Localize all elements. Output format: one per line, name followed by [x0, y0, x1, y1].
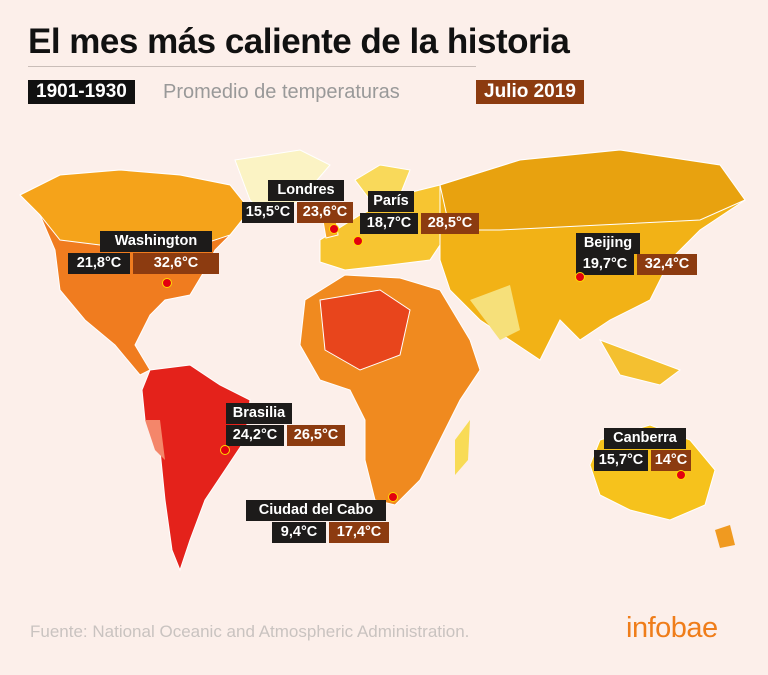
temp-july-2019: 17,4°C	[329, 522, 389, 543]
city-marker	[388, 492, 398, 502]
city-name: París	[368, 191, 414, 212]
title-rule	[28, 66, 476, 67]
temp-1901-1930: 18,7°C	[360, 213, 418, 234]
city-name: Brasilia	[226, 403, 292, 424]
temp-july-2019: 28,5°C	[421, 213, 479, 234]
temp-july-2019: 32,4°C	[637, 254, 697, 275]
legend-description: Promedio de temperaturas	[163, 81, 400, 103]
city-marker	[353, 236, 363, 246]
temp-july-2019: 14°C	[651, 450, 691, 471]
temp-1901-1930: 15,5°C	[242, 202, 294, 223]
legend-old: 1901-1930	[28, 80, 135, 104]
temp-1901-1930: 15,7°C	[594, 450, 648, 471]
city-name: Washington	[100, 231, 212, 252]
temp-1901-1930: 19,7°C	[576, 254, 634, 275]
city-name: Londres	[268, 180, 344, 201]
legend-new: Julio 2019	[476, 80, 584, 104]
temp-july-2019: 32,6°C	[133, 253, 219, 274]
brand-logo: infobae	[626, 612, 718, 644]
city-marker	[329, 224, 339, 234]
temp-july-2019: 26,5°C	[287, 425, 345, 446]
temp-1901-1930: 24,2°C	[226, 425, 284, 446]
city-name: Ciudad del Cabo	[246, 500, 386, 521]
temp-1901-1930: 9,4°C	[272, 522, 326, 543]
city-marker	[220, 445, 230, 455]
source: Fuente: National Oceanic and Atmospheric…	[30, 622, 470, 641]
title: El mes más caliente de la historia	[28, 22, 570, 61]
temp-1901-1930: 21,8°C	[68, 253, 130, 274]
city-name: Canberra	[604, 428, 686, 449]
temp-july-2019: 23,6°C	[297, 202, 353, 223]
city-marker	[162, 278, 172, 288]
city-marker	[575, 272, 585, 282]
city-marker	[676, 470, 686, 480]
city-name: Beijing	[576, 233, 640, 254]
